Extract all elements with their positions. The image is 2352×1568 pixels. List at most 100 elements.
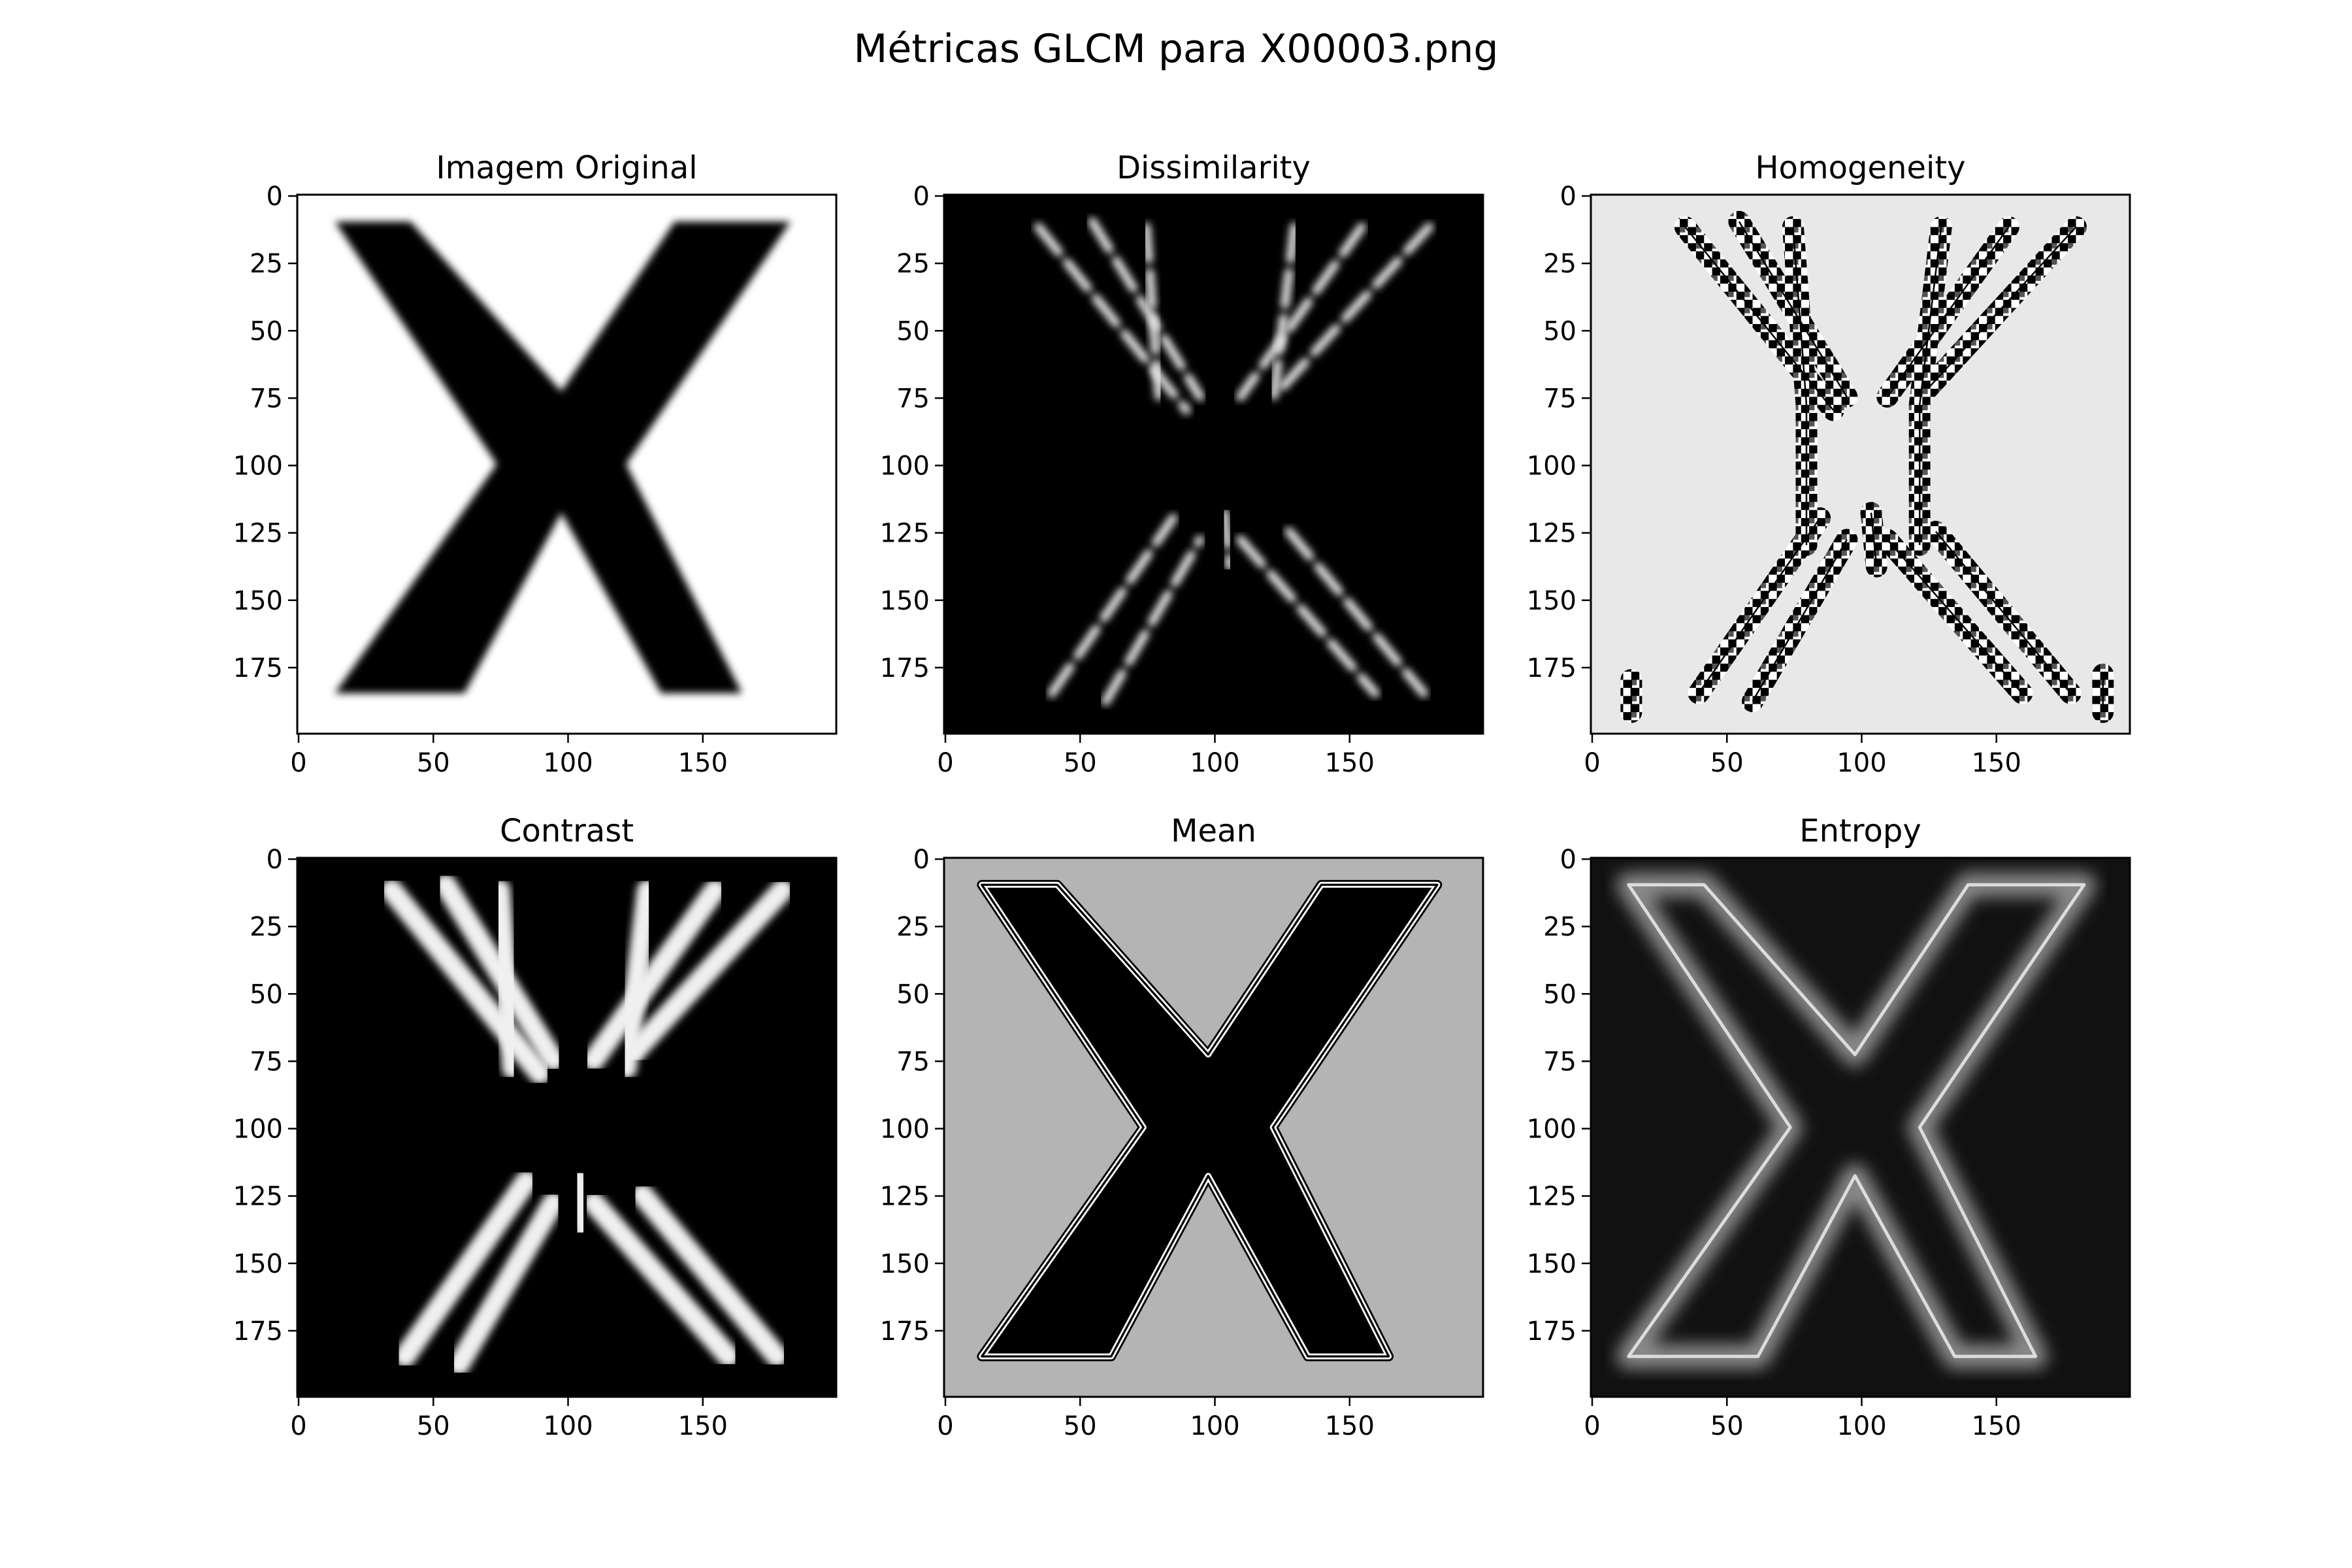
y-tick-label: 175 bbox=[880, 653, 930, 683]
edge-stroke-6 bbox=[615, 879, 659, 1079]
axes-frame bbox=[943, 193, 1484, 735]
x-tick-label: 0 bbox=[290, 748, 306, 778]
image-area bbox=[1591, 195, 2130, 734]
x-tick-label: 150 bbox=[1325, 748, 1375, 778]
x-tick-label: 0 bbox=[290, 1411, 306, 1441]
panel-homogeneity: Homogeneity 0 50 100 150 0 25 50 75 100 125 150 175 bbox=[1527, 150, 2131, 778]
axes-frame bbox=[296, 857, 838, 1398]
y-tick-label: 175 bbox=[233, 653, 283, 683]
panel-title: Dissimilarity bbox=[1117, 150, 1311, 186]
x-tick-label: 150 bbox=[678, 1411, 728, 1441]
figure-title: Métricas GLCM para X00003.png bbox=[854, 26, 1499, 72]
x-tick-label: 0 bbox=[937, 748, 953, 778]
y-tick-label: 150 bbox=[233, 586, 283, 616]
y-tick-label: 25 bbox=[896, 249, 930, 279]
y-tick-label: 125 bbox=[880, 1182, 930, 1212]
edge-stroke-5 bbox=[1101, 535, 1205, 706]
x-tick-label: 50 bbox=[1710, 1411, 1744, 1441]
edge-stroke-14 bbox=[566, 1165, 594, 1241]
x-tick-label: 50 bbox=[1064, 748, 1097, 778]
y-tick-label: 50 bbox=[896, 316, 930, 346]
y-tick-label: 50 bbox=[896, 979, 930, 1009]
edge-stroke-4 bbox=[1047, 514, 1178, 698]
letter-x-glyph bbox=[335, 221, 791, 694]
y-tick-label: 50 bbox=[1543, 316, 1576, 346]
y-tick-label: 75 bbox=[1543, 384, 1576, 414]
edge-stroke-9 bbox=[623, 879, 793, 1063]
edge-stroke-6 bbox=[1268, 222, 1299, 410]
image-area bbox=[1591, 858, 2130, 1397]
y-tick-label: 125 bbox=[233, 1182, 283, 1212]
edge-border-2 bbox=[1792, 227, 1808, 405]
y-tick-label: 25 bbox=[250, 912, 283, 942]
edge-stroke-10 bbox=[1236, 535, 1380, 698]
y-tick-label: 100 bbox=[880, 1115, 930, 1145]
x-tick-label: 100 bbox=[543, 1411, 593, 1441]
panel-title: Mean bbox=[1171, 813, 1256, 849]
y-tick-label: 50 bbox=[1543, 979, 1576, 1009]
y-tick-label: 125 bbox=[1527, 1182, 1576, 1212]
image-area bbox=[297, 858, 836, 1397]
panel-title: Imagem Original bbox=[436, 150, 697, 186]
y-tick-label: 150 bbox=[880, 1249, 930, 1279]
y-tick-label: 175 bbox=[880, 1316, 930, 1347]
y-tick-label: 150 bbox=[1527, 586, 1576, 616]
edge-border-9 bbox=[1927, 226, 2077, 389]
image-background bbox=[944, 195, 1483, 734]
y-tick-label: 0 bbox=[913, 845, 930, 875]
edge-border-8 bbox=[1886, 226, 2010, 398]
outline-core bbox=[981, 883, 1439, 1358]
y-tick-label: 150 bbox=[1527, 1249, 1576, 1279]
x-tick-label: 100 bbox=[1837, 748, 1886, 778]
edge-stroke-5 bbox=[448, 1192, 564, 1375]
edge-border-1 bbox=[1738, 221, 1848, 398]
x-tick-label: 50 bbox=[1710, 748, 1744, 778]
y-tick-label: 125 bbox=[233, 519, 283, 549]
y-tick-label: 75 bbox=[896, 1047, 930, 1077]
y-tick-label: 150 bbox=[880, 586, 930, 616]
panel-title: Entropy bbox=[1799, 813, 1921, 849]
x-tick-label: 0 bbox=[1584, 1411, 1600, 1441]
edge-stroke-8 bbox=[1236, 222, 1366, 401]
image-area bbox=[944, 858, 1483, 1397]
edge-stroke-11 bbox=[1284, 527, 1428, 698]
axes-frame bbox=[1590, 193, 2131, 735]
edge-stroke-8 bbox=[583, 879, 726, 1071]
axes-frame bbox=[943, 857, 1484, 1398]
panel-title: Contrast bbox=[500, 813, 634, 849]
edge-stroke-2 bbox=[1141, 222, 1164, 410]
y-tick-label: 75 bbox=[1543, 1047, 1576, 1077]
edge-border-10 bbox=[1886, 539, 2023, 694]
edge-stroke-4 bbox=[394, 1170, 538, 1367]
x-tick-label: 100 bbox=[1837, 1411, 1886, 1441]
y-tick-label: 0 bbox=[1560, 845, 1576, 875]
panel-title: Homogeneity bbox=[1755, 150, 1965, 186]
x-tick-label: 100 bbox=[1190, 1411, 1239, 1441]
y-tick-label: 0 bbox=[1560, 182, 1576, 212]
y-tick-label: 25 bbox=[1543, 249, 1576, 279]
y-tick-label: 125 bbox=[880, 519, 930, 549]
panel-contrast: Contrast 0 50 100 150 0 25 50 75 100 125 150 175 bbox=[233, 813, 838, 1441]
edge-border-4 bbox=[1697, 517, 1821, 694]
y-tick-label: 0 bbox=[267, 182, 283, 212]
y-tick-label: 25 bbox=[1543, 912, 1576, 942]
panel-dissimilarity: Dissimilarity 0 50 100 150 0 25 50 75 100 125 150 17… bbox=[880, 150, 1484, 778]
image-area bbox=[944, 195, 1483, 734]
x-tick-label: 100 bbox=[1190, 748, 1239, 778]
y-tick-label: 175 bbox=[233, 1316, 283, 1347]
y-tick-label: 175 bbox=[1527, 653, 1576, 683]
y-tick-label: 100 bbox=[1527, 1115, 1576, 1145]
y-tick-label: 0 bbox=[267, 845, 283, 875]
edge-stroke-2 bbox=[488, 879, 524, 1079]
x-tick-label: 50 bbox=[417, 1411, 450, 1441]
edge-border-11 bbox=[1935, 531, 2072, 694]
axes-frame bbox=[296, 193, 838, 735]
y-tick-label: 75 bbox=[250, 1047, 283, 1077]
x-tick-label: 150 bbox=[678, 748, 728, 778]
y-tick-label: 50 bbox=[250, 979, 283, 1009]
y-tick-label: 25 bbox=[250, 249, 283, 279]
x-tick-label: 0 bbox=[1584, 748, 1600, 778]
x-tick-label: 100 bbox=[543, 748, 593, 778]
edge-border-0 bbox=[1684, 226, 1835, 411]
